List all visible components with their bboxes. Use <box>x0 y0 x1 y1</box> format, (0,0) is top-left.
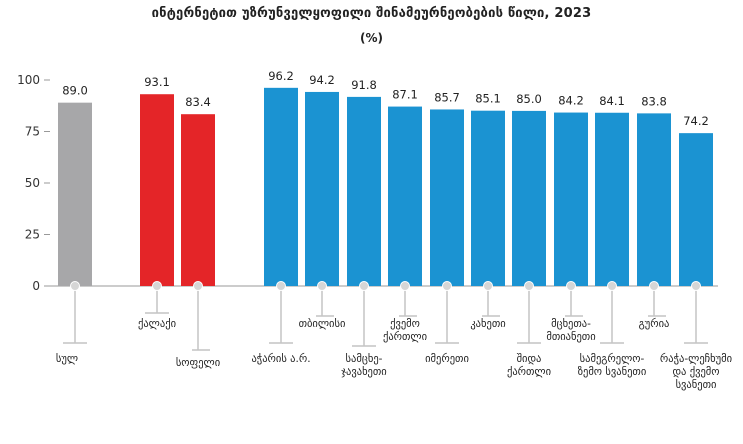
bar <box>637 113 671 286</box>
data-label: 94.2 <box>309 73 335 87</box>
data-label: 83.8 <box>641 94 667 108</box>
data-label: 85.7 <box>434 90 460 104</box>
bar <box>595 112 629 286</box>
bar <box>471 110 505 286</box>
data-label: 96.2 <box>268 69 294 83</box>
category-label: გურია <box>639 318 670 330</box>
bar <box>430 109 464 286</box>
leader-dot <box>152 281 162 291</box>
data-label: 85.1 <box>475 92 501 106</box>
category-label: სამეგრელო-ზემო სვანეთი <box>578 353 647 378</box>
bar <box>305 91 339 286</box>
data-label: 91.8 <box>351 78 377 92</box>
y-tick-label: 25 <box>25 228 40 242</box>
bar <box>512 110 546 287</box>
category-label: რაჭა-ლეჩხუმი და ქვემო სვანეთი <box>660 353 732 391</box>
category-label: თბილისი <box>299 318 346 330</box>
leader-dot <box>400 281 410 291</box>
category-label: კახეთი <box>470 318 505 330</box>
y-tick-label: 0 <box>32 279 40 293</box>
data-label: 87.1 <box>392 88 418 102</box>
chart-title: ინტერნეტით უზრუნველყოფილი შინამეურნეობებ… <box>151 6 592 21</box>
data-label: 84.2 <box>558 94 584 108</box>
category-label: ქვემო ქართლი <box>383 318 427 343</box>
category-label: სოფელი <box>176 357 220 369</box>
data-label: 83.4 <box>185 95 211 109</box>
data-label: 85.0 <box>516 92 542 106</box>
bar <box>347 96 381 286</box>
category-label: ქალაქი <box>138 318 176 330</box>
bar <box>388 106 422 286</box>
bar <box>140 94 174 287</box>
data-label: 74.2 <box>683 114 709 128</box>
category-label: აჭარის ა.რ. <box>251 353 310 365</box>
leader-dot <box>691 281 701 291</box>
y-tick-label: 75 <box>25 125 40 139</box>
category-label: იმერეთი <box>425 353 469 365</box>
leader-dot <box>649 281 659 291</box>
leader-dot <box>359 281 369 291</box>
leader-dot <box>483 281 493 291</box>
leader-dot <box>566 281 576 291</box>
chart-unit: (%) <box>360 31 383 45</box>
y-tick-label: 50 <box>25 176 40 190</box>
leader-dot <box>607 281 617 291</box>
bar <box>181 114 215 286</box>
leader-dot <box>70 281 80 291</box>
leader-dot <box>193 281 203 291</box>
category-label: მცხეთა-მთიანეთი <box>546 318 595 343</box>
data-label: 93.1 <box>144 75 170 89</box>
category-label: სულ <box>56 353 78 365</box>
category-label: შიდა ქართლი <box>507 353 551 378</box>
leader-dot <box>317 281 327 291</box>
bar <box>554 112 588 286</box>
y-tick-label: 100 <box>17 73 40 87</box>
data-label: 84.1 <box>599 94 625 108</box>
bar <box>58 102 92 286</box>
category-label: სამცხე-ჯავახეთი <box>341 353 386 378</box>
leader-dot <box>524 281 534 291</box>
data-label: 89.0 <box>62 84 88 98</box>
bar <box>264 87 298 286</box>
leader-dot <box>276 281 286 291</box>
leader-dot <box>442 281 452 291</box>
bar <box>679 133 713 286</box>
